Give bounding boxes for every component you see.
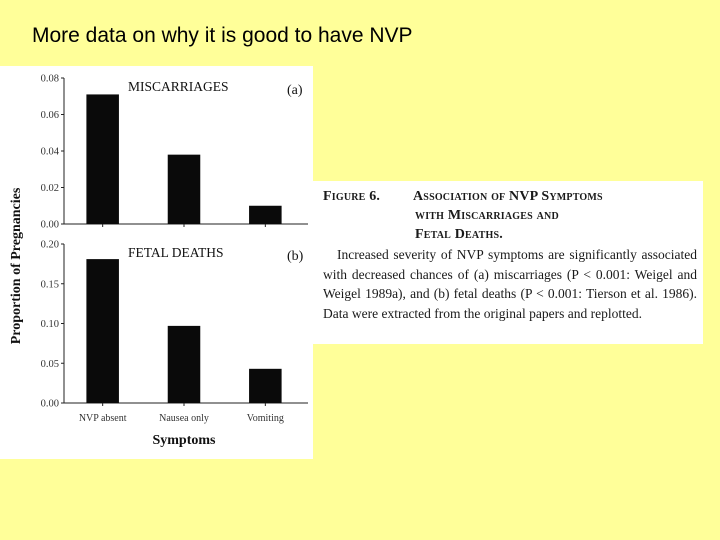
y-tick-label: 0.04 [41, 147, 60, 158]
bar-nausea-only [167, 325, 201, 403]
x-axis-label: Symptoms [152, 433, 216, 448]
bar-vomiting [249, 205, 282, 224]
y-tick-label: 0.00 [41, 220, 59, 231]
y-tick-label: 0.05 [41, 359, 59, 370]
y-tick-label: 0.08 [41, 74, 59, 85]
caption-heading-line-3: Fetal Deaths. [415, 227, 503, 242]
panel-label: (a) [287, 83, 303, 98]
caption-heading-line-2: with Miscarriages and [415, 208, 559, 223]
bar-charts-figure: 0.00 0.02 0.04 0.06 0.08 MISCARRIAGES (a) 0.00… [9, 74, 308, 448]
caption-heading-line-1: Association of NVP Symptoms [413, 189, 603, 204]
bar-vomiting [249, 368, 282, 403]
y-tick-label: 0.20 [41, 240, 59, 251]
y-axis-label: Proportion of Pregnancies [9, 187, 24, 344]
chart-title: MISCARRIAGES [128, 79, 229, 94]
x-tick-label: NVP absent [79, 413, 127, 424]
bar-nausea-only [167, 154, 201, 224]
slide-title: More data on why it is good to have NVP [32, 24, 413, 47]
chart-title: FETAL DEATHS [128, 245, 224, 260]
y-tick-label: 0.00 [41, 399, 59, 410]
fetal-deaths-chart: 0.00 0.05 0.10 0.15 0.20 FETAL DEATHS (b) NVP a… [41, 240, 308, 424]
caption-heading: Figure 6. Association of NVP Symptoms wit… [323, 187, 697, 244]
bar-nvp-absent [86, 259, 119, 403]
y-tick-label: 0.15 [41, 279, 59, 290]
caption-figure-label: Figure 6. [323, 189, 381, 204]
y-tick-label: 0.02 [41, 183, 59, 194]
figure-panel: 0.00 0.02 0.04 0.06 0.08 MISCARRIAGES (a) 0.00… [0, 66, 313, 459]
figure-caption: Figure 6. Association of NVP Symptoms wit… [313, 181, 703, 344]
bar-nvp-absent [86, 94, 119, 224]
x-tick-label: Vomiting [247, 413, 284, 424]
y-tick-label: 0.10 [41, 319, 59, 330]
y-tick-label: 0.06 [41, 110, 59, 121]
caption-body: Increased severity of NVP symptoms are s… [323, 247, 697, 321]
x-tick-label: Nausea only [159, 413, 209, 424]
panel-label: (b) [287, 249, 304, 264]
miscarriages-chart: 0.00 0.02 0.04 0.06 0.08 MISCARRIAGES (a) [41, 74, 308, 231]
